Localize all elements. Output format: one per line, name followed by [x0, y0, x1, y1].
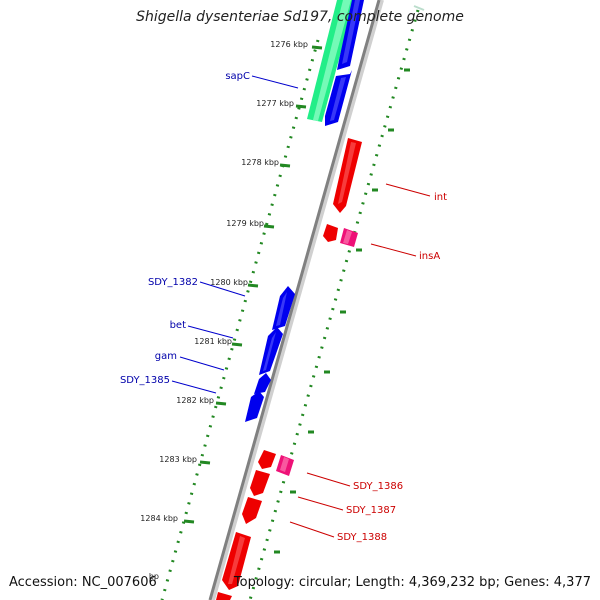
leader-lines-forward: [171, 75, 299, 394]
tick-label: 1281 kbp: [194, 337, 232, 346]
gene-label-int: int: [434, 192, 447, 203]
gene-label-sdy-1388: SDY_1388: [337, 532, 387, 543]
backbone: [208, 0, 381, 600]
gene-label-sdy-1385: SDY_1385: [120, 375, 170, 386]
insertion-genes: [276, 228, 358, 476]
leader-lines-reverse: [289, 183, 431, 538]
reverse-gene: [216, 592, 232, 600]
reverse-gene: [242, 497, 262, 524]
forward-genes: [245, 0, 364, 422]
scale-ring-outer: [248, 9, 420, 600]
scale-ring-inner: [160, 39, 320, 600]
gene-label-sapC: sapC: [225, 71, 250, 82]
gene-label-gam: gam: [155, 351, 177, 362]
tick-label: 1284 kbp: [140, 514, 178, 523]
forward-gene-highlights: [263, 0, 360, 371]
tick-marks-inner: [183, 45, 323, 524]
tick-labels: 1276 kbp 1277 kbp 1278 kbp 1279 kbp 1280…: [140, 40, 308, 581]
gene-label-bet: bet: [170, 320, 187, 331]
backbone-shadow: [211, 0, 384, 600]
tick-label: bp: [149, 572, 159, 581]
gene-label-sdy-1382: SDY_1382: [148, 277, 198, 288]
scale-ring-fade: [413, 5, 425, 11]
region-band-highlight: [313, 0, 351, 121]
reverse-gene-highlights: [228, 142, 356, 584]
tick-label: 1280 kbp: [210, 278, 248, 287]
reverse-genes: [216, 138, 362, 600]
topology-text: Topology: circular; Length: 4,369,232 bp…: [233, 575, 591, 590]
tick-label: 1283 kbp: [159, 455, 197, 464]
reverse-gene: [323, 224, 338, 242]
reverse-gene: [258, 450, 276, 469]
reverse-gene: [250, 470, 270, 496]
gene-label-sdy-1386: SDY_1386: [353, 481, 403, 492]
map-title: Shigella dysenteriae Sd197, complete gen…: [136, 9, 464, 25]
gene-labels: sapC int insA SDY_1382 bet gam SDY_1385 …: [120, 71, 447, 543]
tick-label: 1276 kbp: [270, 40, 308, 49]
gene-label-insA: insA: [419, 251, 440, 262]
gene-label-sdy-1387: SDY_1387: [346, 505, 396, 516]
insertion-highlights: [280, 230, 352, 472]
tick-label: 1279 kbp: [226, 219, 264, 228]
tick-label: 1277 kbp: [256, 99, 294, 108]
tick-label: 1282 kbp: [176, 396, 214, 405]
forward-gene: [254, 373, 271, 394]
tick-label: 1278 kbp: [241, 158, 279, 167]
forward-gene: [245, 391, 264, 422]
accession-text: Accession: NC_007606: [9, 575, 157, 590]
tick-marks-outer: [274, 68, 410, 554]
